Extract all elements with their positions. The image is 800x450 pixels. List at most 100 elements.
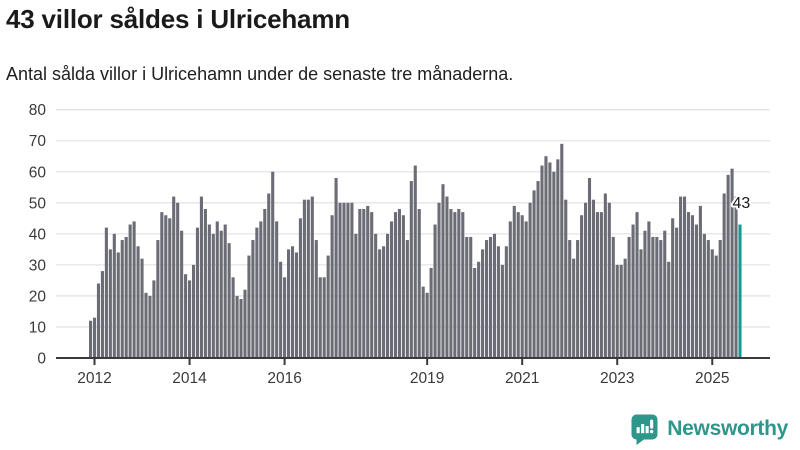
bar [671, 218, 675, 358]
bar [405, 240, 409, 358]
y-axis-tick-label: 80 [29, 102, 47, 119]
bar [595, 212, 599, 358]
bar [334, 177, 338, 358]
bar [686, 212, 691, 358]
bar [655, 236, 659, 358]
bar [520, 215, 524, 358]
bar [667, 261, 671, 358]
bar [382, 246, 386, 358]
bar [124, 236, 128, 358]
bar [263, 209, 267, 358]
y-axis-tick-label: 60 [29, 164, 47, 181]
bar [160, 212, 164, 358]
bar [631, 224, 635, 358]
bar [492, 233, 497, 358]
bar [702, 233, 706, 358]
bar [172, 196, 176, 358]
bar [318, 277, 322, 358]
bar [401, 215, 405, 358]
bar [580, 215, 584, 358]
bar [100, 271, 104, 358]
bar [663, 230, 667, 358]
bar [568, 240, 572, 358]
y-axis-tick-label: 50 [29, 195, 47, 212]
bar [651, 236, 655, 358]
bar [191, 264, 196, 358]
bar [184, 274, 188, 358]
bar [239, 299, 243, 358]
bar [267, 193, 271, 358]
bar [710, 249, 714, 358]
bar [730, 168, 734, 358]
bar [306, 199, 310, 358]
bar [544, 156, 548, 358]
bar [694, 224, 698, 358]
chart-subtitle: Antal sålda villor i Ulricehamn under de… [6, 64, 514, 84]
bar [417, 209, 421, 358]
x-axis-tick-label: 2012 [77, 370, 111, 387]
bar [211, 233, 215, 358]
bar [148, 295, 152, 358]
y-axis-tick-label: 10 [29, 319, 47, 336]
bar [635, 212, 639, 358]
bar [362, 209, 366, 358]
bar [496, 246, 500, 358]
bar [485, 240, 489, 358]
bar [144, 292, 148, 358]
bar [726, 174, 730, 358]
bar [203, 209, 207, 358]
bar [346, 202, 350, 358]
newsworthy-logo: Newsworthy [630, 413, 788, 445]
bar [279, 261, 283, 358]
bar [437, 202, 441, 358]
bar [108, 249, 112, 358]
bar [207, 224, 211, 358]
newsworthy-chart-bubble-icon [631, 414, 658, 445]
bar [548, 162, 552, 358]
page-title: 43 villor såldes i Ulricehamn [6, 4, 350, 34]
bar [128, 224, 132, 358]
bar [227, 243, 231, 358]
bar [718, 240, 722, 358]
bar [96, 283, 101, 358]
y-axis-tick-label: 30 [29, 257, 47, 274]
bar [164, 215, 168, 358]
bar [290, 246, 295, 358]
bar [215, 221, 219, 358]
bar [453, 212, 457, 358]
bar [409, 181, 413, 358]
bar [587, 177, 592, 358]
bar [528, 202, 532, 358]
x-axis-tick-label: 2023 [600, 370, 634, 387]
y-axis-tick-label: 40 [29, 226, 47, 243]
bar [195, 227, 200, 358]
bar [112, 233, 116, 358]
bar [611, 236, 615, 358]
y-axis-tick-label: 70 [29, 133, 47, 150]
x-axis-tick-label: 2014 [172, 370, 207, 387]
bar [591, 199, 596, 358]
bar [552, 171, 556, 358]
bar [615, 264, 619, 358]
y-axis-tick-label: 0 [37, 351, 46, 368]
bar [219, 230, 223, 358]
bar [599, 212, 603, 358]
bar [722, 193, 726, 358]
bar [358, 209, 362, 358]
bar [639, 249, 643, 358]
bar [508, 221, 512, 358]
bar [683, 196, 687, 358]
bar [251, 240, 255, 358]
bar [488, 236, 493, 358]
bar [536, 181, 540, 358]
bar [199, 196, 203, 358]
bar [500, 264, 504, 358]
bar [706, 240, 710, 358]
bar [120, 240, 124, 358]
bar [425, 292, 429, 358]
bar [271, 171, 275, 358]
bar [445, 196, 449, 358]
last-value-annotation: 43 [732, 195, 750, 212]
bar [180, 230, 184, 358]
bar [560, 143, 564, 358]
